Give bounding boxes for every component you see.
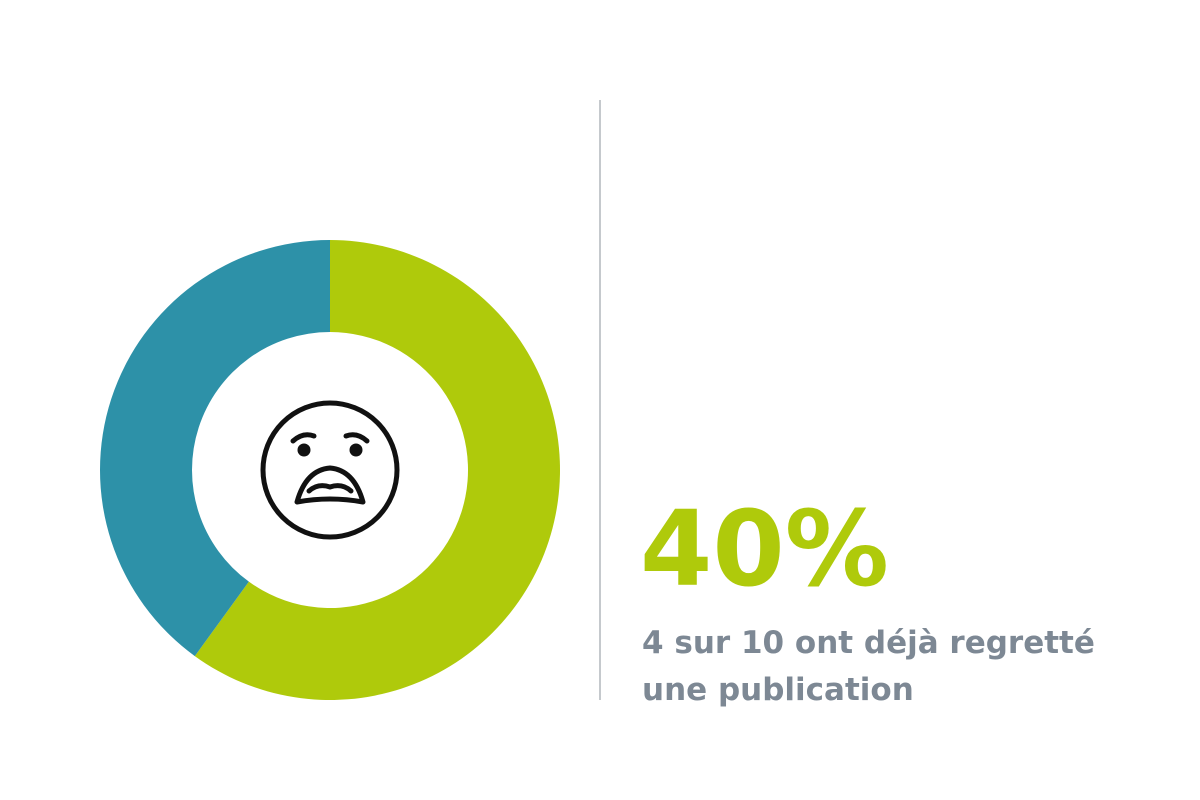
caption-line: une publication [642, 672, 914, 708]
worried-face-icon [260, 400, 400, 540]
donut-segment [194, 240, 560, 701]
donut-segment [100, 240, 330, 657]
caption-line: 4 sur 10 ont déjà regretté [642, 625, 1095, 661]
headline-stat: 40% [640, 488, 889, 610]
donut [100, 240, 560, 701]
